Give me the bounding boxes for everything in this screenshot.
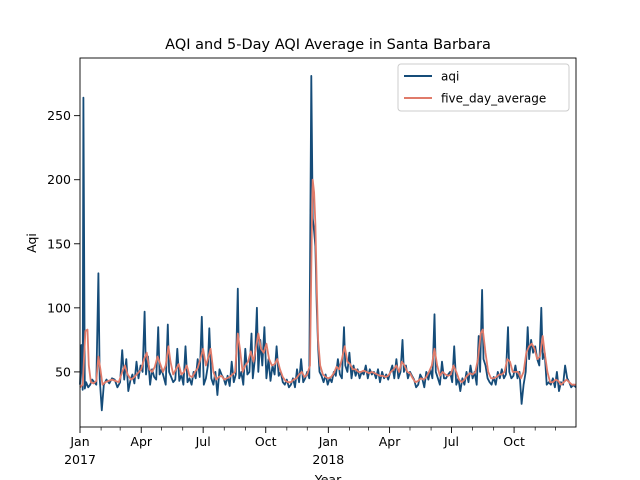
- y-tick-label: 250: [47, 108, 71, 123]
- x-tick-label: Apr: [379, 434, 401, 449]
- x-tick-label: Jan: [318, 434, 338, 449]
- x-tick-year-label: 2017: [64, 452, 96, 467]
- legend-label-five-day-average: five_day_average: [441, 92, 546, 106]
- x-tick-label: Jul: [195, 434, 211, 449]
- x-tick-year-label: 2018: [312, 452, 344, 467]
- x-tick-label: Oct: [503, 434, 525, 449]
- y-tick-label: 50: [55, 364, 71, 379]
- legend: aqi five_day_average: [397, 63, 570, 112]
- y-tick-label: 150: [47, 236, 71, 251]
- x-axis-ticks: Jan 2017 Apr Jul Oct Jan 2018 Apr Jul Oct: [64, 427, 556, 467]
- x-tick-label: Oct: [255, 434, 277, 449]
- plot-area-frame: [79, 57, 577, 428]
- y-axis-ticks: 50 100 150 200 250: [47, 108, 80, 379]
- legend-box: [397, 63, 570, 112]
- y-axis-label: Aqi: [24, 233, 39, 253]
- chart-title: AQI and 5-Day AQI Average in Santa Barba…: [165, 37, 491, 53]
- series-line-aqi: [79, 75, 577, 412]
- x-tick-label: Jan: [69, 434, 89, 449]
- series-line-five-day-average: [79, 178, 576, 388]
- x-axis-label: Year: [314, 472, 342, 480]
- x-tick-label: Jul: [443, 434, 459, 449]
- legend-label-aqi: aqi: [441, 70, 459, 84]
- y-tick-label: 200: [47, 172, 71, 187]
- y-tick-label: 100: [47, 300, 71, 315]
- x-tick-label: Apr: [130, 434, 152, 449]
- series-layer: [79, 75, 577, 412]
